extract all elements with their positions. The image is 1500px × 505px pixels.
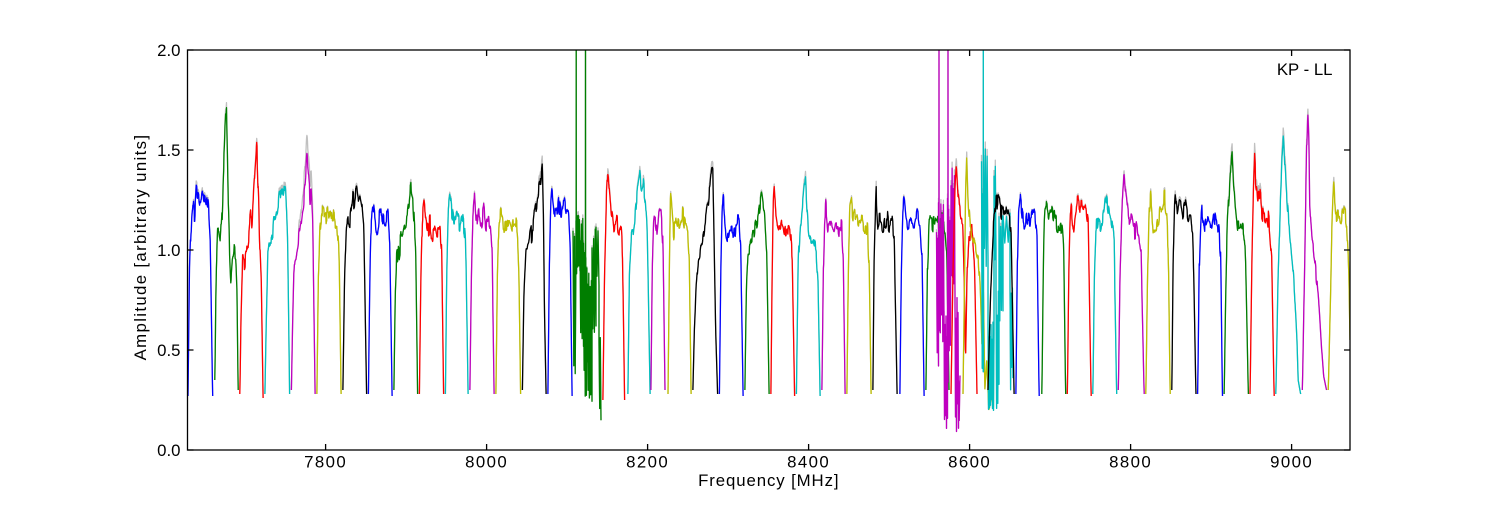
svg-text:8000: 8000: [465, 453, 508, 472]
svg-text:2.0: 2.0: [157, 41, 180, 60]
svg-text:Frequency [MHz]: Frequency [MHz]: [698, 471, 839, 490]
svg-text:9000: 9000: [1270, 453, 1313, 472]
svg-text:7800: 7800: [304, 453, 347, 472]
svg-text:1.5: 1.5: [157, 141, 180, 160]
svg-text:0.0: 0.0: [157, 441, 180, 460]
svg-text:Amplitude [arbitrary units]: Amplitude [arbitrary units]: [131, 134, 150, 361]
svg-text:8800: 8800: [1109, 453, 1152, 472]
svg-text:8200: 8200: [626, 453, 669, 472]
svg-text:0.5: 0.5: [157, 341, 180, 360]
svg-text:KP - LL: KP - LL: [1277, 60, 1333, 79]
svg-text:1.0: 1.0: [157, 241, 180, 260]
svg-text:8400: 8400: [787, 453, 830, 472]
svg-text:8600: 8600: [948, 453, 991, 472]
